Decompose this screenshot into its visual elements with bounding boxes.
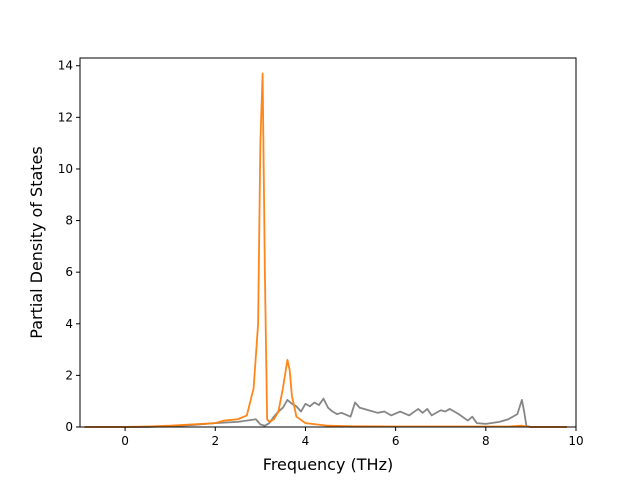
y-tick-label: 10	[58, 162, 73, 176]
series-line-1	[84, 397, 567, 428]
x-axis-label: Frequency (THz)	[263, 455, 393, 474]
y-tick-label: 4	[65, 317, 73, 331]
x-tick-label: 2	[211, 434, 219, 448]
x-tick-label: 4	[302, 434, 310, 448]
x-axis: 0 2 4 6 8 10	[121, 427, 584, 448]
x-tick-label: 0	[121, 434, 129, 448]
x-tick-label: 6	[392, 434, 400, 448]
y-tick-label: 8	[65, 214, 73, 228]
y-tick-label: 0	[65, 420, 73, 434]
x-tick-label: 10	[568, 434, 583, 448]
y-tick-label: 6	[65, 265, 73, 279]
y-axis-label: Partial Density of States	[27, 146, 46, 338]
series-line-2	[84, 72, 567, 428]
y-tick-label: 12	[58, 110, 73, 124]
axes-frame	[79, 57, 577, 428]
y-tick-label: 14	[58, 59, 73, 73]
x-tick-label: 8	[482, 434, 490, 448]
y-axis: 0 2 4 6 8 10 12 14	[58, 59, 80, 434]
y-tick-label: 2	[65, 368, 73, 382]
series-layer	[84, 72, 567, 428]
